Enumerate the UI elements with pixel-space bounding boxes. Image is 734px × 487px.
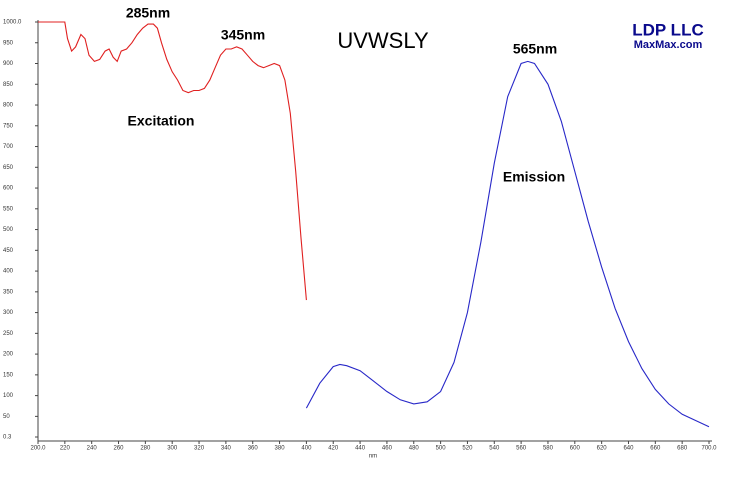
x-tick-label: 500 [436,446,447,452]
x-tick-label: 520 [462,446,473,452]
x-tick-label: 220 [60,446,71,452]
x-tick-label: 680 [677,446,688,452]
y-tick-label: 400 [3,269,14,275]
x-tick-label: 700.0 [701,446,717,452]
x-tick-label: 320 [194,446,205,452]
x-tick-label: 600 [570,446,581,452]
x-tick-label: 660 [650,446,661,452]
y-tick-label: 750 [3,123,14,129]
y-tick-label: 200 [3,352,14,358]
x-tick-label: 460 [382,446,393,452]
series-line [38,21,307,301]
x-tick-label: 580 [543,446,554,452]
x-tick-label: 480 [409,446,420,452]
x-tick-label: 280 [140,446,151,452]
y-tick-label: 850 [3,82,14,88]
x-tick-label: 420 [328,446,339,452]
x-tick-label: 620 [597,446,608,452]
x-tick-label: 540 [489,446,500,452]
y-tick-label: 1000.0 [3,20,22,26]
x-tick-label: 260 [114,446,125,452]
x-tick-label: 200.0 [30,446,46,452]
x-tick-label: 400 [301,446,312,452]
y-tick-label: 550 [3,206,14,212]
x-axis-label: nm [369,454,377,460]
x-tick-label: 360 [248,446,259,452]
annotation: UVWSLY [337,28,429,53]
x-tick-label: 640 [623,446,634,452]
annotation: 565nm [513,41,557,57]
series-label: Emission [503,169,565,185]
x-tick-label: 240 [87,446,98,452]
annotation: 345nm [221,27,265,43]
y-tick-label: 150 [3,372,14,378]
y-tick-label: 350 [3,289,14,295]
x-tick-label: 380 [275,446,286,452]
y-tick-label: 900 [3,61,14,67]
series-label: Excitation [128,113,195,129]
series-line [305,60,710,428]
y-tick-label: 950 [3,40,14,46]
x-tick-label: 300 [167,446,178,452]
y-tick-label: 100 [3,393,14,399]
y-tick-label: 700 [3,144,14,150]
y-tick-label: 800 [3,103,14,109]
x-tick-label: 440 [355,446,366,452]
y-tick-label: 0.3 [3,435,12,441]
y-tick-label: 500 [3,227,14,233]
brand-site: MaxMax.com [634,39,703,51]
x-tick-label: 340 [221,446,232,452]
y-tick-label: 600 [3,186,14,192]
y-tick-label: 50 [3,414,10,420]
y-tick-label: 450 [3,248,14,254]
y-tick-label: 300 [3,310,14,316]
brand-title: LDP LLC [632,20,703,39]
x-tick-label: 560 [516,446,527,452]
y-tick-label: 650 [3,165,14,171]
y-tick-label: 250 [3,331,14,337]
annotation: 285nm [126,5,170,21]
